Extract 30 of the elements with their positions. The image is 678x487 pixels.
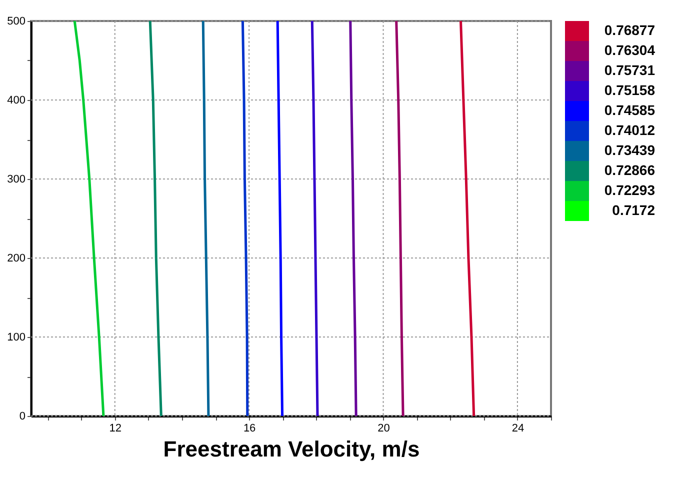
legend-label: 0.75731: [604, 62, 656, 78]
line-series: [460, 20, 476, 418]
x-tick-label: 24: [512, 422, 524, 434]
x-tick-label: 12: [109, 422, 122, 434]
line-series: [202, 20, 210, 418]
line-series: [73, 20, 105, 418]
y-tick-label: 0: [19, 410, 26, 422]
y-tick-label: 500: [7, 16, 26, 28]
line-series: [395, 20, 404, 418]
legend-label: 0.76877: [604, 22, 656, 38]
legend-label: 0.7172: [612, 202, 656, 218]
legend-label: 0.74585: [604, 102, 656, 118]
line-series: [276, 20, 284, 418]
legend-label: 0.74012: [604, 122, 656, 138]
legend-label: 0.72866: [604, 162, 656, 178]
legend-label: 0.72293: [604, 182, 656, 198]
x-tick-label: 20: [378, 422, 390, 434]
y-tick-label: 400: [7, 94, 26, 106]
x-axis-title: Freestream Velocity, m/s: [163, 436, 420, 462]
line-series: [148, 20, 162, 418]
legend-label: 0.73439: [604, 142, 656, 158]
y-tick-label: 100: [7, 332, 26, 344]
x-tick-label: 16: [243, 422, 256, 434]
legend-label: 0.76304: [604, 42, 656, 58]
y-tick-label: 200: [7, 252, 26, 264]
line-series: [310, 20, 319, 418]
legend-label: 0.75158: [604, 82, 656, 98]
y-tick-label: 300: [7, 174, 26, 186]
line-series: [241, 20, 249, 418]
line-series: [349, 20, 358, 418]
